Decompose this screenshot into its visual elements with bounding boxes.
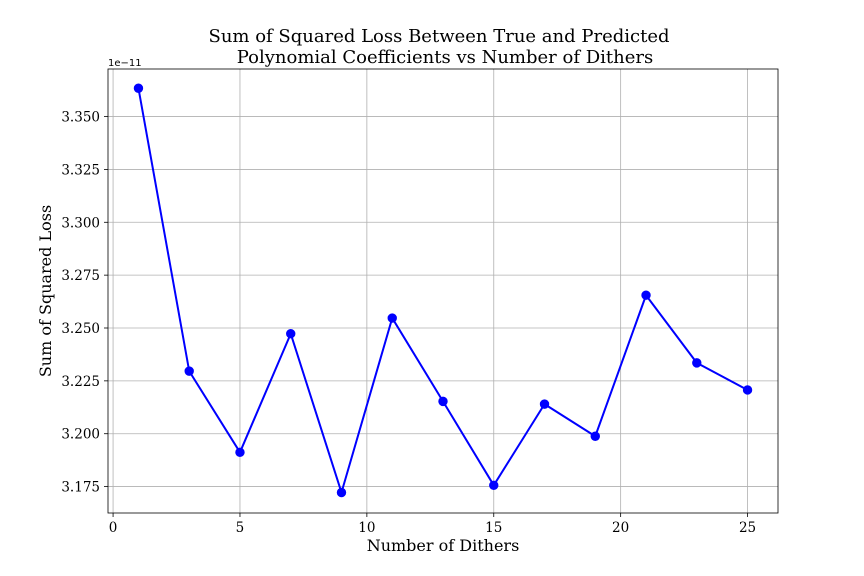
chart-title-line-2: Polynomial Coefficients vs Number of Dit… bbox=[237, 47, 653, 68]
y-tick-label: 3.175 bbox=[61, 480, 100, 496]
data-point bbox=[489, 480, 499, 491]
data-point bbox=[692, 358, 702, 368]
y-tick-label: 3.300 bbox=[61, 215, 100, 231]
series-line bbox=[137, 88, 749, 494]
data-point bbox=[235, 447, 245, 458]
y-tick-label: 3.325 bbox=[61, 162, 100, 178]
data-point bbox=[438, 396, 448, 407]
x-axis-label: Number of Dithers bbox=[367, 536, 520, 555]
data-point bbox=[184, 366, 194, 376]
x-tick-label: 0 bbox=[109, 520, 118, 536]
y-tick-label: 3.250 bbox=[61, 321, 100, 337]
x-tick-label: 10 bbox=[358, 520, 375, 536]
chart-title-line-1: Sum of Squared Loss Between True and Pre… bbox=[208, 26, 669, 47]
y-tick-label: 3.350 bbox=[61, 110, 100, 126]
x-tick-label: 5 bbox=[236, 520, 245, 536]
y-tick-label: 3.275 bbox=[61, 268, 100, 284]
data-point bbox=[387, 313, 397, 323]
axis-ticks: 0 5 10 15 20 25 3.175 3.200 3.225 3.250 3.275 3.300… bbox=[61, 110, 756, 536]
y-axis-label: Sum of Squared Loss bbox=[36, 205, 55, 377]
data-point bbox=[539, 399, 550, 409]
data-point bbox=[590, 431, 600, 441]
x-tick-label: 15 bbox=[485, 520, 502, 536]
data-point bbox=[742, 385, 753, 395]
plot-series bbox=[133, 83, 753, 498]
y-tick-label: 3.225 bbox=[61, 374, 100, 390]
data-point bbox=[336, 487, 347, 498]
data-point bbox=[133, 83, 144, 93]
x-tick-label: 20 bbox=[612, 520, 629, 536]
x-tick-label: 25 bbox=[739, 520, 756, 536]
grid bbox=[108, 69, 778, 513]
data-point bbox=[641, 290, 651, 300]
y-tick-label: 3.200 bbox=[61, 427, 100, 443]
plot-frame bbox=[107, 68, 779, 514]
y-offset-label: 1e−11 bbox=[108, 58, 142, 69]
data-point bbox=[286, 329, 296, 339]
